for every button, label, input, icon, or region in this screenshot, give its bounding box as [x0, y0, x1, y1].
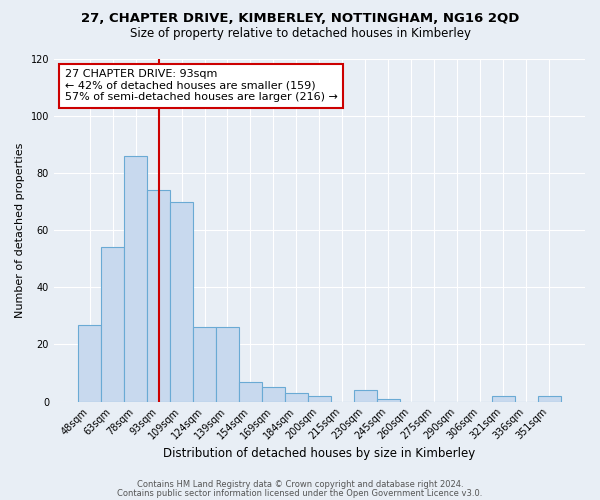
Bar	[78, 324, 101, 402]
Bar	[262, 388, 285, 402]
Text: Contains HM Land Registry data © Crown copyright and database right 2024.: Contains HM Land Registry data © Crown c…	[137, 480, 463, 489]
Text: Contains public sector information licensed under the Open Government Licence v3: Contains public sector information licen…	[118, 489, 482, 498]
Bar	[239, 382, 262, 402]
Bar	[285, 393, 308, 402]
Bar	[170, 202, 193, 402]
Text: 27, CHAPTER DRIVE, KIMBERLEY, NOTTINGHAM, NG16 2QD: 27, CHAPTER DRIVE, KIMBERLEY, NOTTINGHAM…	[81, 12, 519, 26]
Bar	[101, 248, 124, 402]
Bar	[377, 398, 400, 402]
Bar	[147, 190, 170, 402]
Bar	[538, 396, 561, 402]
Bar	[124, 156, 147, 402]
X-axis label: Distribution of detached houses by size in Kimberley: Distribution of detached houses by size …	[163, 447, 476, 460]
Text: 27 CHAPTER DRIVE: 93sqm
← 42% of detached houses are smaller (159)
57% of semi-d: 27 CHAPTER DRIVE: 93sqm ← 42% of detache…	[65, 70, 337, 102]
Bar	[216, 328, 239, 402]
Bar	[354, 390, 377, 402]
Text: Size of property relative to detached houses in Kimberley: Size of property relative to detached ho…	[130, 28, 470, 40]
Y-axis label: Number of detached properties: Number of detached properties	[15, 142, 25, 318]
Bar	[492, 396, 515, 402]
Bar	[308, 396, 331, 402]
Bar	[193, 328, 216, 402]
